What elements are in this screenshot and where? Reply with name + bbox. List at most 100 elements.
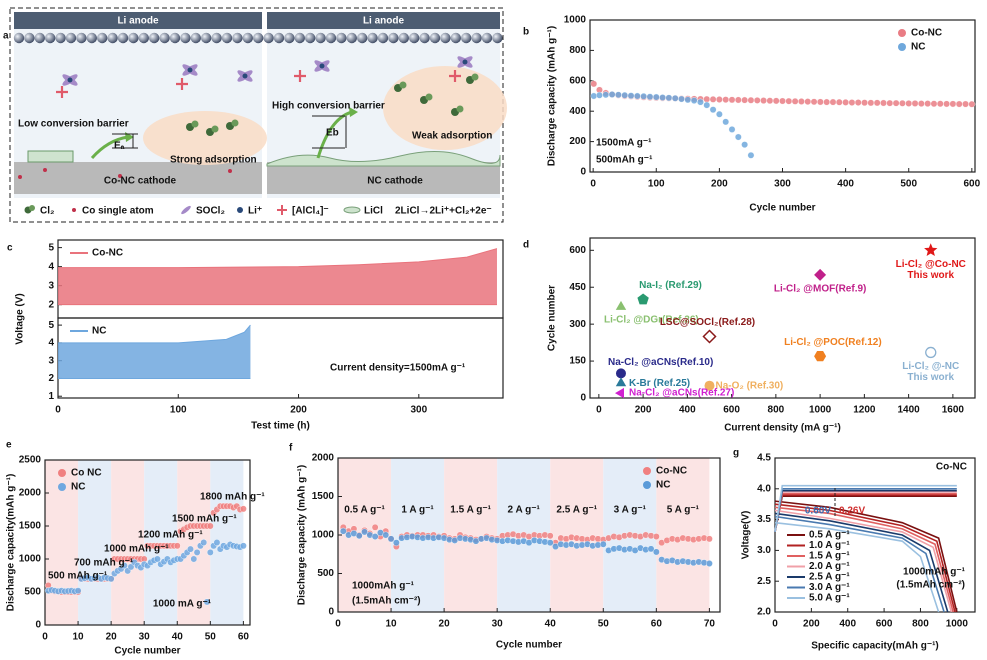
legend-label: 2.5 A g⁻¹ — [809, 572, 850, 583]
lithium-atom — [107, 32, 118, 44]
data-point — [355, 532, 363, 540]
x-tick-label: 10 — [73, 632, 85, 643]
cl2-molecule — [231, 119, 239, 127]
x-tick-label: 400 — [679, 405, 696, 416]
legend-label: Co NC — [71, 468, 102, 479]
point-label: Na-I₂ (Ref.29) — [639, 280, 702, 291]
data-point — [968, 100, 976, 108]
data-point — [703, 101, 711, 109]
data-point — [615, 377, 627, 387]
y-tick-label: 4.0 — [757, 483, 771, 494]
x-tick-label: 60 — [651, 619, 663, 630]
diagram-label: Eb — [326, 128, 339, 139]
legend-label: Co-NC — [656, 466, 687, 477]
y-tick-label: 0 — [580, 393, 586, 404]
annotation: 1800 mAh g⁻¹ — [200, 492, 265, 503]
y-axis-title: Discharge capacity (mAh g⁻¹) — [547, 26, 558, 166]
y-tick-label: 1000 — [564, 15, 587, 26]
data-point — [671, 94, 679, 102]
cl2-molecule — [399, 81, 407, 89]
lithium-atom — [388, 32, 399, 44]
lithium-atom — [253, 32, 264, 44]
lithium-atom — [461, 32, 472, 44]
annotation: (1.5mAh cm⁻²) — [896, 580, 965, 591]
alcl4-ion — [56, 86, 68, 98]
diagram-label: High conversion barrier — [272, 101, 385, 112]
rate-label: 2.5 A g⁻¹ — [556, 505, 597, 516]
data-point — [760, 97, 767, 104]
data-point — [690, 97, 698, 104]
x-tick-label: 1200 — [853, 405, 876, 416]
y-tick-label: 800 — [569, 45, 586, 56]
y-tick-label: 3.0 — [757, 545, 771, 556]
data-point — [608, 91, 616, 98]
y-tick-label: 3 — [48, 355, 54, 366]
x-tick-label: 400 — [839, 619, 856, 630]
data-point — [200, 539, 208, 546]
data-point — [599, 540, 607, 548]
point-label: Na-Cl₂ @aCNs(Ref.10) — [608, 357, 713, 368]
y-tick-label: 150 — [569, 356, 586, 367]
legend-label: LiCl — [364, 206, 383, 217]
legend-label: 5.0 A g⁻¹ — [809, 593, 850, 604]
lithium-atom — [346, 32, 357, 44]
cathode-label: Co-NC cathode — [104, 176, 177, 187]
licl-layer — [266, 150, 501, 167]
y-tick-label: 1000 — [19, 554, 42, 565]
lithium-atom — [86, 32, 98, 44]
data-point — [722, 96, 730, 104]
data-point — [892, 99, 900, 107]
co-atom — [228, 169, 232, 173]
rate-label: 2 A g⁻¹ — [508, 505, 541, 516]
y-tick-label: 4.5 — [757, 453, 771, 464]
data-point — [120, 562, 128, 569]
annotation: 500 mAh g⁻¹ — [48, 571, 108, 582]
data-point — [206, 549, 214, 556]
rate-label: 1.5 A g⁻¹ — [450, 505, 491, 516]
legend-icon — [29, 205, 35, 211]
data-point — [734, 133, 742, 141]
y-tick-label: 5 — [48, 320, 54, 331]
background-band — [78, 460, 112, 625]
data-point — [791, 97, 799, 105]
legend-label: 1.0 A g⁻¹ — [809, 540, 850, 551]
x-tick-label: 300 — [774, 179, 791, 190]
y-tick-label: 1500 — [312, 491, 335, 502]
cl2-molecule — [191, 120, 199, 128]
x-tick-label: 600 — [876, 619, 893, 630]
y-tick-label: 3 — [48, 280, 54, 291]
lithium-atom — [169, 32, 181, 44]
annotation: 0.60V — [805, 506, 831, 517]
lithium-atom — [367, 32, 378, 44]
data-point — [684, 96, 692, 104]
cl2-molecule — [211, 125, 219, 133]
y-tick-label: 2000 — [312, 453, 335, 464]
legend-swatch — [643, 481, 651, 489]
lithium-atom — [429, 32, 441, 44]
panel-label: f — [289, 443, 293, 454]
data-point — [741, 141, 749, 149]
lithium-atom — [24, 32, 35, 44]
data-point — [239, 542, 247, 550]
data-point — [734, 96, 742, 104]
data-point — [127, 563, 135, 571]
lithium-atom — [471, 32, 482, 44]
lithium-atom — [419, 32, 430, 44]
data-point — [665, 94, 673, 102]
lithium-atom — [45, 32, 56, 44]
lithium-atom — [190, 32, 201, 44]
lithium-atom — [336, 32, 347, 44]
discharge-curve — [774, 512, 949, 613]
x-tick-label: 0 — [596, 405, 602, 416]
panel-label: g — [733, 448, 739, 459]
point-label: K-Br (Ref.25) — [629, 378, 690, 389]
y-tick-label: 200 — [569, 136, 586, 147]
lithium-atom — [325, 32, 337, 44]
x-tick-label: 40 — [172, 632, 184, 643]
data-point — [911, 100, 919, 107]
lithium-atom — [242, 32, 253, 44]
data-point — [590, 80, 598, 88]
discharge-curve — [774, 503, 956, 613]
annotation: 1500 mAh g⁻¹ — [172, 514, 237, 525]
